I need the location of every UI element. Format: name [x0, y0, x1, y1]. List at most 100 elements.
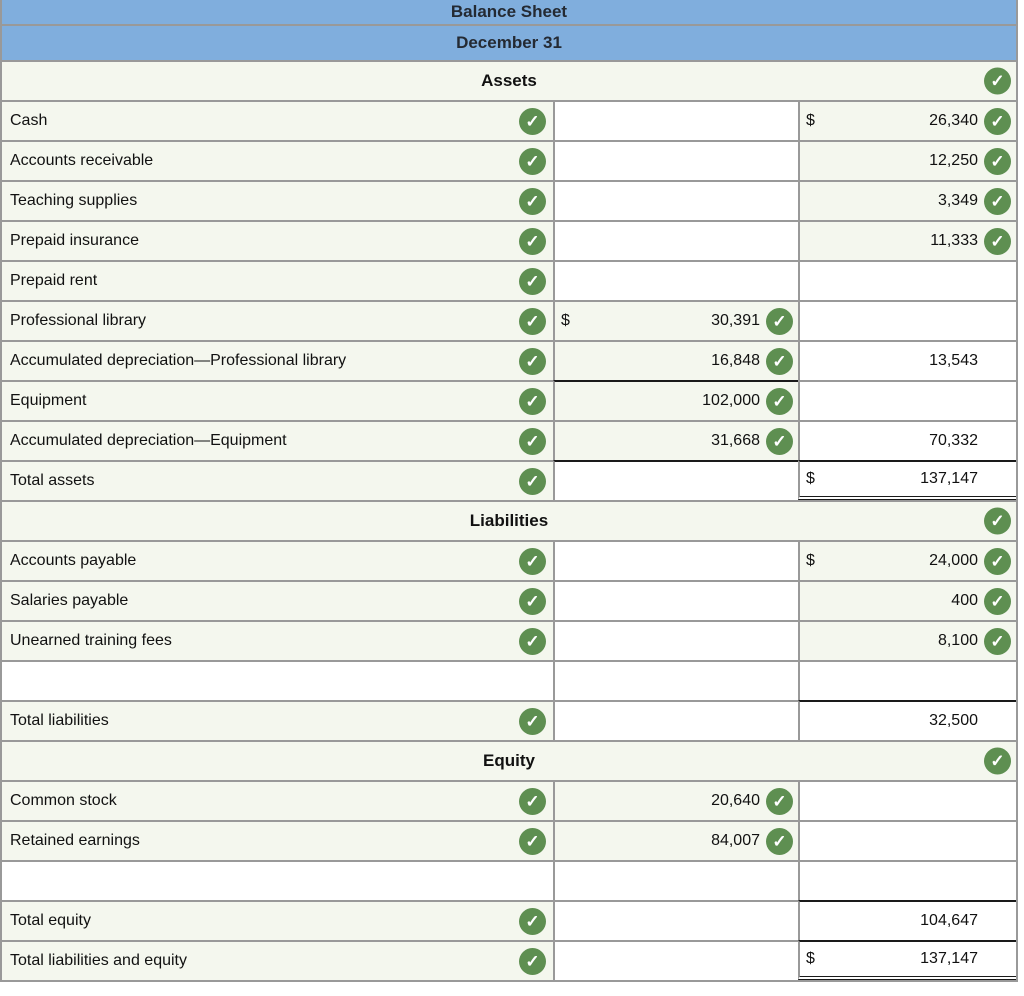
row-accum-dep-professional-library-label: Accumulated depreciation—Professional li… — [2, 340, 553, 380]
teaching-supplies-mid-cell[interactable] — [553, 180, 798, 220]
amount-value: 24,000 — [929, 552, 978, 569]
currency-symbol: $ — [561, 312, 570, 329]
amount-value: 102,000 — [702, 392, 760, 409]
amount-value: 20,640 — [711, 792, 760, 809]
account-label: Cash — [10, 112, 48, 129]
accum-dep-equipment-mid-cell[interactable]: 31,668 ✓ — [553, 420, 798, 460]
check-icon: ✓ — [519, 467, 546, 495]
row-common-stock-label: Common stock ✓ — [2, 780, 553, 820]
account-label: Accounts payable — [10, 552, 137, 569]
check-icon: ✓ — [766, 387, 793, 415]
blank-label-cell[interactable] — [2, 660, 553, 700]
common-stock-right-cell[interactable] — [798, 780, 1016, 820]
row-total-equity-label: Total equity ✓ — [2, 900, 553, 940]
row-professional-library-label: Professional library ✓ — [2, 300, 553, 340]
total-liabilities-amount-cell[interactable]: 32,500 — [798, 700, 1016, 740]
amount-value: 11,333 — [930, 232, 978, 249]
amount-value: 400 — [951, 592, 978, 609]
check-icon: ✓ — [984, 747, 1011, 775]
check-icon: ✓ — [519, 347, 546, 375]
account-label: Common stock — [10, 792, 117, 809]
unearned-training-fees-mid-cell[interactable] — [553, 620, 798, 660]
row-accounts-payable-label: Accounts payable ✓ — [2, 540, 553, 580]
total-liabilities-and-equity-amount-cell[interactable]: $ 137,147 — [798, 940, 1016, 980]
check-icon: ✓ — [766, 427, 793, 455]
total-assets-mid-cell[interactable] — [553, 460, 798, 500]
equipment-net-cell[interactable]: 70,332 — [798, 420, 1016, 460]
amount-value: 13,543 — [929, 352, 978, 369]
professional-library-net-cell[interactable]: 13,543 — [798, 340, 1016, 380]
check-icon: ✓ — [519, 147, 546, 175]
total-liabilities-and-equity-mid-cell[interactable] — [553, 940, 798, 980]
equipment-right-cell[interactable] — [798, 380, 1016, 420]
statement-title: Balance Sheet — [2, 0, 1016, 24]
check-icon: ✓ — [519, 267, 546, 295]
equipment-mid-cell[interactable]: 102,000 ✓ — [553, 380, 798, 420]
cash-amount-cell[interactable]: $ 26,340 ✓ — [798, 100, 1016, 140]
row-retained-earnings-label: Retained earnings ✓ — [2, 820, 553, 860]
prepaid-insurance-mid-cell[interactable] — [553, 220, 798, 260]
accounts-receivable-mid-cell[interactable] — [553, 140, 798, 180]
check-icon: ✓ — [766, 787, 793, 815]
account-label: Total equity — [10, 912, 91, 929]
accounts-payable-mid-cell[interactable] — [553, 540, 798, 580]
prepaid-rent-amount-cell[interactable] — [798, 260, 1016, 300]
blank-amount-cell[interactable] — [798, 660, 1016, 700]
row-salaries-payable-label: Salaries payable ✓ — [2, 580, 553, 620]
check-icon: ✓ — [984, 147, 1011, 175]
blank-mid-cell[interactable] — [553, 660, 798, 700]
check-icon: ✓ — [984, 67, 1011, 95]
amount-value: 3,349 — [937, 192, 978, 209]
retained-earnings-right-cell[interactable] — [798, 820, 1016, 860]
check-icon: ✓ — [766, 307, 793, 335]
check-icon: ✓ — [519, 947, 546, 975]
accounts-receivable-amount-cell[interactable]: 12,250 ✓ — [798, 140, 1016, 180]
total-equity-amount-cell[interactable]: 104,647 — [798, 900, 1016, 940]
amount-value: 137,147 — [920, 950, 978, 967]
statement-date: December 31 — [2, 24, 1016, 60]
prepaid-insurance-amount-cell[interactable]: 11,333 ✓ — [798, 220, 1016, 260]
cash-mid-cell[interactable] — [553, 100, 798, 140]
account-label: Retained earnings — [10, 832, 140, 849]
account-label: Total liabilities — [10, 712, 109, 729]
teaching-supplies-amount-cell[interactable]: 3,349 ✓ — [798, 180, 1016, 220]
total-equity-mid-cell[interactable] — [553, 900, 798, 940]
check-icon: ✓ — [519, 227, 546, 255]
check-icon: ✓ — [766, 347, 793, 375]
check-icon: ✓ — [984, 627, 1011, 655]
accounts-payable-amount-cell[interactable]: $ 24,000 ✓ — [798, 540, 1016, 580]
total-liabilities-mid-cell[interactable] — [553, 700, 798, 740]
amount-value: 137,147 — [920, 470, 978, 487]
check-icon: ✓ — [519, 387, 546, 415]
currency-symbol: $ — [806, 950, 815, 967]
section-equity-label: Equity — [483, 751, 535, 770]
professional-library-mid-cell[interactable]: $ 30,391 ✓ — [553, 300, 798, 340]
retained-earnings-mid-cell[interactable]: 84,007 ✓ — [553, 820, 798, 860]
professional-library-right-cell[interactable] — [798, 300, 1016, 340]
unearned-training-fees-amount-cell[interactable]: 8,100 ✓ — [798, 620, 1016, 660]
check-icon: ✓ — [519, 787, 546, 815]
salaries-payable-amount-cell[interactable]: 400 ✓ — [798, 580, 1016, 620]
blank-amount-cell[interactable] — [798, 860, 1016, 900]
account-label: Accumulated depreciation—Equipment — [10, 432, 287, 449]
prepaid-rent-mid-cell[interactable] — [553, 260, 798, 300]
amount-value: 16,848 — [711, 352, 760, 369]
row-unearned-training-fees-label: Unearned training fees ✓ — [2, 620, 553, 660]
account-label: Unearned training fees — [10, 632, 172, 649]
blank-label-cell[interactable] — [2, 860, 553, 900]
common-stock-mid-cell[interactable]: 20,640 ✓ — [553, 780, 798, 820]
amount-value: 26,340 — [929, 112, 978, 129]
row-prepaid-insurance-label: Prepaid insurance ✓ — [2, 220, 553, 260]
amount-value: 84,007 — [711, 832, 760, 849]
salaries-payable-mid-cell[interactable] — [553, 580, 798, 620]
total-assets-amount-cell[interactable]: $ 137,147 — [798, 460, 1016, 500]
accum-dep-professional-library-mid-cell[interactable]: 16,848 ✓ — [553, 340, 798, 380]
check-icon: ✓ — [984, 187, 1011, 215]
blank-mid-cell[interactable] — [553, 860, 798, 900]
check-icon: ✓ — [519, 307, 546, 335]
account-label: Salaries payable — [10, 592, 129, 609]
account-label: Accounts receivable — [10, 152, 154, 169]
amount-value: 31,668 — [711, 432, 760, 449]
check-icon: ✓ — [519, 587, 546, 615]
